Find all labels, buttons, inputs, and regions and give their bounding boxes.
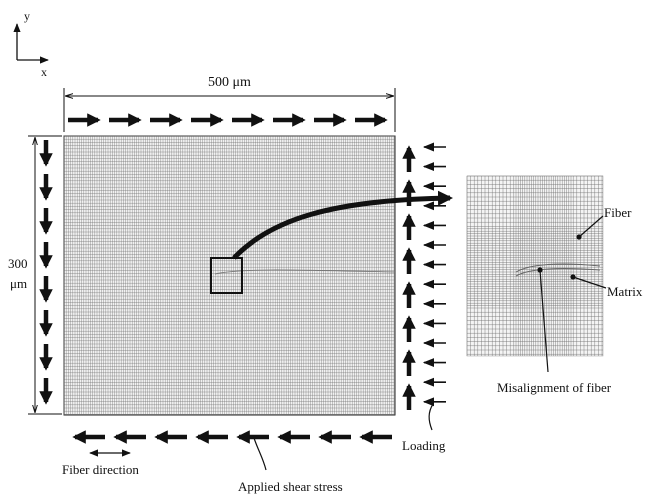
width-dimension-label: 500 μm [208, 75, 251, 90]
height-dimension-label-unit: μm [10, 276, 27, 291]
applied-shear-stress-label: Applied shear stress [238, 479, 343, 494]
y-axis-label: y [24, 9, 30, 23]
fiber-direction-label: Fiber direction [62, 462, 139, 477]
height-dimension: 300 μm [8, 135, 62, 415]
misaligned-fiber-line [214, 269, 396, 275]
composite-mesh [63, 135, 396, 416]
leader-lines [253, 215, 607, 471]
misalignment-label: Misalignment of fiber [497, 380, 612, 395]
loading-arrows [422, 142, 446, 407]
shear-stress-arrows [39, 113, 416, 444]
width-dimension: 500 μm [63, 75, 396, 132]
coordinate-axes: y x [13, 9, 49, 79]
x-axis-label: x [41, 65, 47, 79]
fiber-label: Fiber [604, 205, 632, 220]
zoomed-misaligned-fiber [515, 263, 601, 273]
height-dimension-label-value: 300 [8, 256, 28, 271]
zoom-region-box [210, 257, 243, 294]
loading-label: Loading [402, 438, 446, 453]
matrix-label: Matrix [607, 284, 643, 299]
zoomed-mesh [466, 175, 604, 357]
